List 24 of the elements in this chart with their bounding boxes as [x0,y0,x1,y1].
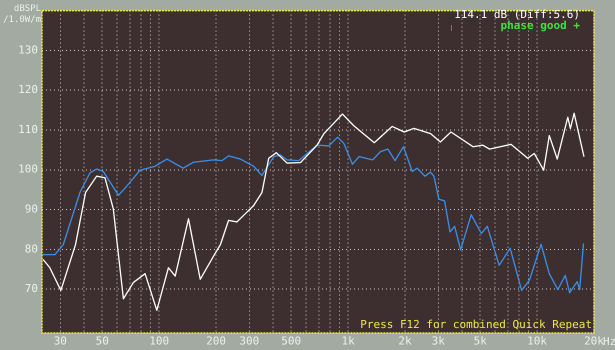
x-tick-label: 200 [206,334,226,348]
y-tick-label: 80 [24,242,38,256]
x-tick-label: 30 [54,334,67,348]
x-tick-label: 1k [341,334,356,348]
x-axis-title: Hz [603,335,615,348]
y-tick-label: 130 [18,43,38,56]
x-tick-label: 20k [584,334,604,348]
x-tick-label: 10k [527,334,548,348]
x-tick-label: 100 [149,334,170,348]
y-tick-label: 110 [18,122,38,136]
annotation: phase good + [500,19,580,32]
y-tick-label: 70 [24,282,38,296]
x-tick-label: 300 [239,334,260,348]
x-tick-label: 3k [432,334,446,348]
x-tick-label: 5k [474,334,488,348]
x-tick-label: 2k [398,334,412,348]
x-tick-label: 50 [96,334,109,348]
y-tick-label: 100 [18,162,38,176]
annotation: Press F12 for combined Quick Repeat [360,318,592,331]
y-tick-label: 120 [18,83,38,96]
x-tick-label: 500 [281,334,302,348]
y-axis-title: dBSPL /1.0W/m [2,4,41,26]
y-tick-label: 90 [24,202,38,216]
annotation: 114.1 dB (Diff:5.6) [454,8,580,21]
